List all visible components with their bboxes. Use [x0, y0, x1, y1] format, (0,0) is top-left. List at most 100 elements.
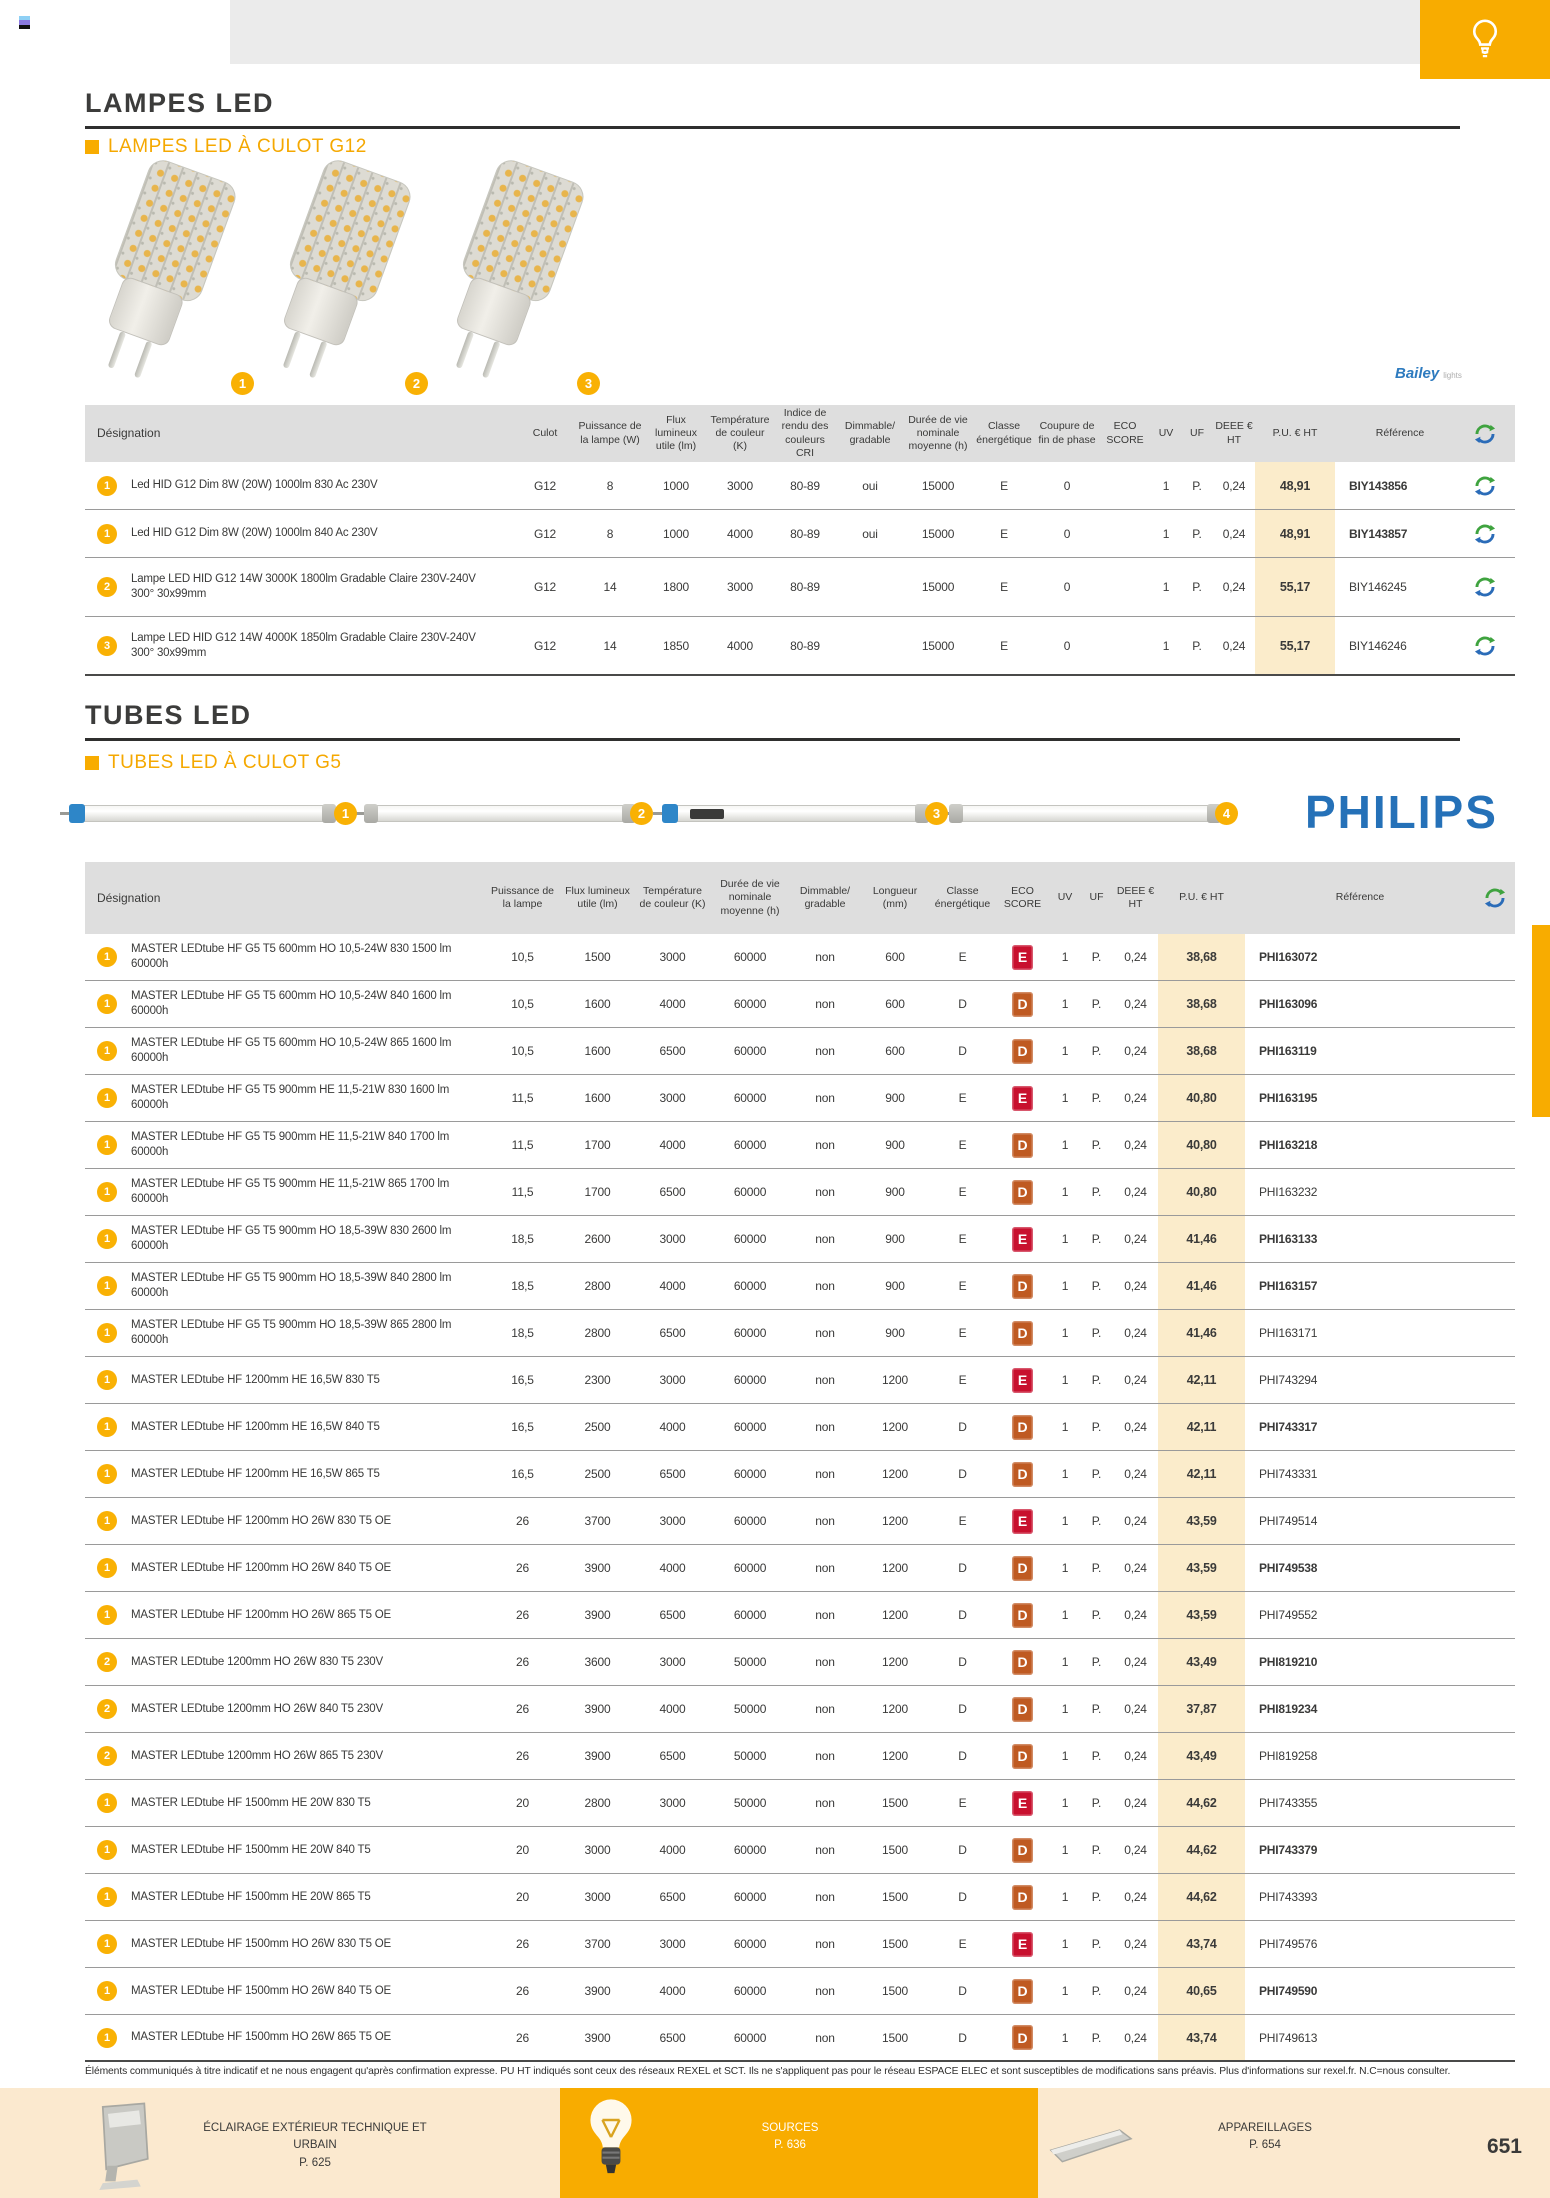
flux-cell: 1600: [584, 1091, 611, 1105]
column-header-cri: Indice de rendu des couleurs CRI: [781, 407, 829, 459]
dimmable-cell: non: [815, 997, 835, 1011]
pu-cell: 55,17: [1255, 558, 1335, 616]
item-number-badge: 1: [97, 994, 117, 1014]
uf-cell: P.: [1091, 1514, 1102, 1528]
flux-cell: 1700: [584, 1185, 611, 1199]
footer-item-eclairage[interactable]: ÉCLAIRAGE EXTÉRIEUR TECHNIQUE ET URBAIN …: [190, 2120, 440, 2172]
designation-cell: 1 MASTER LEDtube HF G5 T5 600mm HO 10,5-2…: [85, 934, 485, 980]
table-row: 1 MASTER LEDtube HF G5 T5 900mm HO 18,5-3…: [85, 1216, 1515, 1263]
column-header-dimmable: Dimmable/ gradable: [844, 420, 896, 446]
puissance-cell: 16,5: [511, 1420, 534, 1434]
uf-cell: P.: [1091, 1984, 1102, 1998]
eco-cell: E: [995, 1357, 1050, 1403]
puissance-cell: 26: [516, 2030, 529, 2045]
flux-cell: 2800: [584, 1326, 611, 1340]
flux-cell: 1600: [584, 997, 611, 1011]
ref-cell: BIY143856: [1349, 478, 1408, 493]
longueur-cell: 1200: [882, 1608, 908, 1622]
ref-cell: PHI743379: [1259, 1843, 1318, 1857]
item-number-badge: 2: [97, 1746, 117, 1766]
designation-cell: 1 MASTER LEDtube HF 1200mm HO 26W 865 T5 …: [85, 1592, 485, 1638]
longueur-cell: 900: [885, 1091, 905, 1105]
eco-cell: D: [995, 1451, 1050, 1497]
item-number-badge: 3: [97, 635, 117, 656]
uf-cell: P.: [1091, 1796, 1102, 1810]
uv-cell: 1: [1061, 1890, 1069, 1904]
culot-cell: G12: [533, 526, 557, 541]
dimmable-cell: non: [815, 1890, 835, 1904]
temperature-cell: 6500: [659, 1467, 686, 1481]
item-number-badge: 1: [97, 1417, 117, 1437]
eco-cell: D: [995, 1733, 1050, 1779]
product-image-g5-tube: [60, 804, 345, 823]
longueur-cell: 1200: [882, 1420, 908, 1434]
temperature-cell: 6500: [659, 2030, 686, 2045]
item-number-badge: 1: [97, 1135, 117, 1155]
table-row: 1 MASTER LEDtube HF 1500mm HE 20W 840 T5 2…: [85, 1827, 1515, 1874]
table-row: 1 MASTER LEDtube HF 1500mm HE 20W 830 T5 2…: [85, 1780, 1515, 1827]
eco-cell: E: [995, 1498, 1050, 1544]
subsection-label: LAMPES LED À CULOT G12: [108, 136, 367, 157]
column-header-uf: UF: [1190, 426, 1204, 439]
uv-cell: 1: [1061, 1185, 1069, 1199]
longueur-cell: 1200: [882, 1514, 908, 1528]
duree-cell: 50000: [733, 1796, 767, 1810]
deee-cell: 0,24: [1124, 1984, 1147, 1998]
designation-cell: 1 MASTER LEDtube HF 1500mm HO 26W 840 T5 …: [85, 1968, 485, 2014]
dimmable-cell: non: [815, 2030, 835, 2045]
column-header-designation: Désignation: [97, 426, 161, 440]
recycle-cell: [1475, 1028, 1515, 1074]
longueur-cell: 900: [885, 1185, 905, 1199]
deee-cell: 0,24: [1124, 1138, 1147, 1152]
ref-cell: PHI163133: [1259, 1232, 1318, 1246]
temperature-cell: 4000: [659, 1843, 686, 1857]
footer-item-label: APPAREILLAGES: [1218, 2122, 1312, 2134]
subsection-tubes-g5: TUBES LED À CULOT G5: [85, 752, 342, 774]
uf-cell: P.: [1091, 1044, 1102, 1058]
pu-cell: 42,11: [1158, 1451, 1245, 1497]
recycle-cell: [1465, 510, 1505, 557]
table-row: 1 MASTER LEDtube HF G5 T5 600mm HO 10,5-2…: [85, 981, 1515, 1028]
column-header-ref: Référence: [1375, 426, 1425, 439]
designation-cell: 1 MASTER LEDtube HF G5 T5 900mm HO 18,5-3…: [85, 1263, 485, 1309]
flux-cell: 1700: [584, 1138, 611, 1152]
column-header-uv: UV: [1158, 426, 1174, 439]
cri-cell: 80-89: [790, 638, 820, 653]
flux-cell: 3700: [584, 1937, 611, 1951]
pu-cell: 43,59: [1158, 1498, 1245, 1544]
item-number-badge: 1: [97, 1981, 117, 2001]
flux-cell: 3000: [584, 1890, 611, 1904]
recycle-icon: [1474, 424, 1496, 443]
item-number-badge: 2: [97, 1699, 117, 1719]
ref-cell: BIY146245: [1349, 580, 1407, 594]
table-row: 3 Lampe LED HID G12 14W 4000K 1850lm Grad…: [85, 617, 1515, 676]
recycle-cell: [1475, 1169, 1515, 1215]
duree-cell: 60000: [733, 1514, 767, 1528]
footer-item-sources[interactable]: SOURCES P. 636: [680, 2120, 900, 2155]
dimmable-cell: non: [815, 1091, 835, 1105]
puissance-cell: 26: [516, 1608, 529, 1622]
product-image-g12-lamp: [424, 154, 592, 390]
column-header-flux: Flux lumineux utile (lm): [654, 413, 698, 453]
classe-cell: D: [958, 1702, 967, 1716]
ref-cell: PHI749613: [1259, 2030, 1318, 2045]
column-header-duree: Durée de vie nominale moyenne (h): [720, 878, 780, 917]
orange-square-bullet: [85, 756, 99, 770]
table-row: 1 Led HID G12 Dim 8W (20W) 1000lm 830 Ac …: [85, 462, 1515, 510]
uv-cell: 1: [1061, 1937, 1069, 1951]
recycle-cell: [1475, 1122, 1515, 1168]
recycle-icon: [1474, 524, 1496, 543]
item-number-badge: 1: [97, 1558, 117, 1578]
item-number-badge: 1: [97, 1511, 117, 1531]
temperature-cell: 3000: [659, 1655, 686, 1669]
classe-cell: E: [958, 1373, 967, 1387]
designation-cell: 1 MASTER LEDtube HF 1200mm HE 16,5W 865 T…: [85, 1451, 485, 1497]
table-row: 2 Lampe LED HID G12 14W 3000K 1800lm Grad…: [85, 558, 1515, 617]
puissance-cell: 26: [516, 1655, 529, 1669]
uf-cell: P.: [1091, 1185, 1102, 1199]
ref-cell: PHI163096: [1259, 997, 1318, 1011]
footer-item-appareillages[interactable]: APPAREILLAGES P. 654: [1160, 2120, 1370, 2155]
uv-cell: 1: [1061, 1232, 1069, 1246]
temperature-cell: 6500: [659, 1044, 686, 1058]
classe-cell: E: [958, 950, 967, 964]
